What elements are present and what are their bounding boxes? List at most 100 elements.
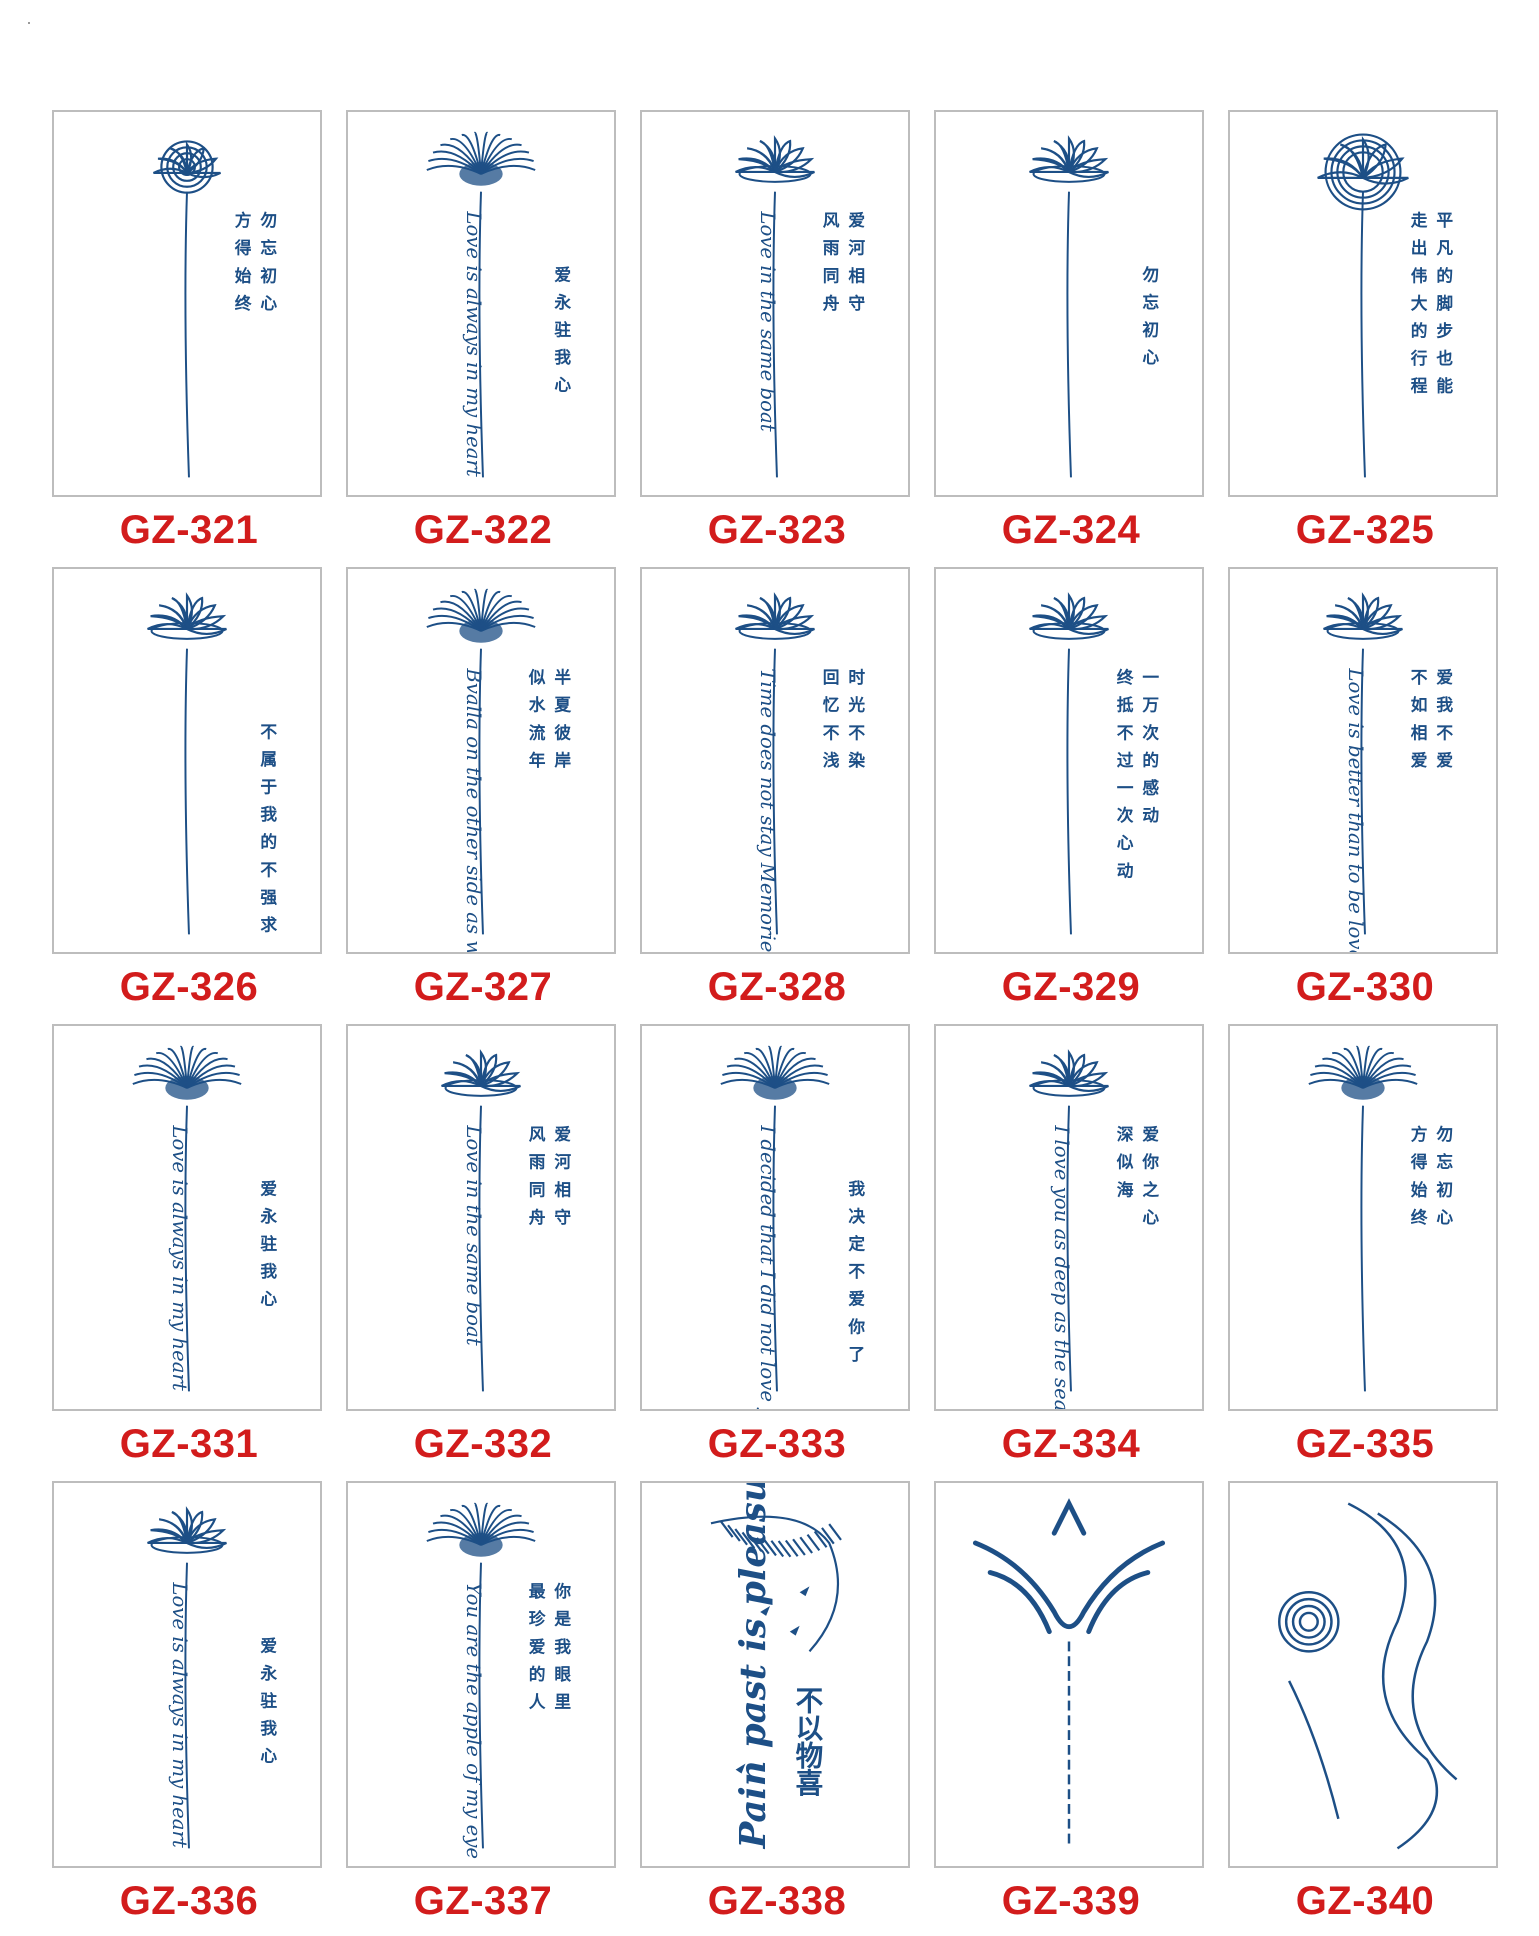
script-text: You are the apple of my eye (462, 1582, 485, 1859)
cjk-char: 你 (553, 1581, 571, 1601)
product-tile[interactable]: Love is always in my heart 爱永驻我心 GZ-336 (52, 1481, 326, 1936)
cjk-char: 动 (1117, 860, 1134, 880)
cjk-char: 不 (796, 1684, 824, 1717)
flower-stem (478, 648, 484, 935)
cjk-char: 驻 (260, 1234, 277, 1254)
flower-stem (1066, 1105, 1072, 1392)
flower-stem (1360, 648, 1366, 935)
cjk-char: 相 (848, 265, 865, 285)
cjk-char: 年 (529, 750, 546, 770)
cjk-char: 一 (1117, 778, 1134, 798)
product-tile[interactable]: 勿忘初心 GZ-324 (934, 110, 1208, 565)
cjk-char: 守 (848, 293, 865, 313)
cjk-char: 海 (1117, 1179, 1134, 1199)
cjk-char: 风 (823, 210, 840, 230)
product-tile[interactable]: GZ-340 (1228, 1481, 1502, 1936)
cjk-char: 得 (1410, 1152, 1428, 1172)
cjk-char: 似 (1116, 1152, 1134, 1172)
cjk-char: 爱 (848, 210, 865, 230)
script-text: Love is better than to be loved (1344, 667, 1367, 952)
cjk-char: 相 (1411, 722, 1428, 742)
cjk-char: 万 (1141, 695, 1159, 715)
cjk-char: 不 (823, 722, 840, 742)
cjk-char: 爱 (260, 1635, 277, 1655)
cjk-char: 河 (848, 238, 865, 258)
product-tile[interactable]: Love in the same boat 爱河相守 风雨同舟 GZ-323 (640, 110, 914, 565)
cjk-char: 岸 (554, 750, 571, 770)
cjk-char: 相 (554, 1179, 571, 1199)
cjk-char: 爱 (554, 264, 571, 284)
cjk-char: 决 (848, 1206, 865, 1226)
product-code: GZ-340 (1295, 1879, 1435, 1923)
cjk-char: 次 (1142, 722, 1159, 742)
product-code: GZ-326 (119, 965, 259, 1009)
cjk-char: 走 (1411, 210, 1428, 230)
product-code: GZ-329 (1001, 965, 1141, 1009)
tattoo-design-image: I love you as deep as the sea 爱你之心 深似海 (934, 1024, 1204, 1411)
tattoo-design-image: 平凡的脚步也能 走出伟大的行程 (1228, 110, 1498, 497)
product-tile[interactable]: Pain past is pleasure 不以物喜 GZ-338 (640, 1481, 914, 1936)
script-text: Time does not stay Memories do not fade (756, 668, 779, 952)
cjk-char: 于 (260, 777, 277, 797)
product-tile[interactable]: Love is always in my heart 爱永驻我心 GZ-331 (52, 1024, 326, 1479)
product-tile[interactable]: I decided that I did not love you 我决定不爱你了… (640, 1024, 914, 1479)
product-tile[interactable]: 勿忘初心 方得始终 GZ-321 (52, 110, 326, 565)
cjk-char: 的 (1411, 321, 1428, 341)
cjk-char: 我 (848, 1178, 865, 1198)
cjk-char: 似 (528, 667, 546, 687)
product-tile[interactable]: Time does not stay Memories do not fade 时… (640, 567, 914, 1022)
product-tile[interactable]: I love you as deep as the sea 爱你之心 深似海 GZ-3… (934, 1024, 1208, 1479)
cjk-char: 永 (553, 292, 571, 312)
flower-stem (1360, 191, 1366, 478)
tattoo-design-image: Love in the same boat 爱河相守 风雨同舟 (640, 110, 910, 497)
cjk-char: 夏 (554, 695, 571, 715)
product-tile[interactable]: 勿忘初心 方得始终 GZ-335 (1228, 1024, 1502, 1479)
cjk-char: 时 (848, 667, 865, 687)
product-tile[interactable]: 不属于我的不强求 GZ-326 (52, 567, 326, 1022)
tattoo-design-image: Love is always in my heart 爱永驻我心 (52, 1481, 322, 1868)
tattoo-artwork: Bvalla on the other side as water passes… (426, 588, 571, 952)
product-tile[interactable]: 平凡的脚步也能 走出伟大的行程 GZ-325 (1228, 110, 1502, 565)
corner-dot (28, 22, 30, 24)
cjk-char: 心 (1117, 833, 1134, 853)
cjk-char: 不 (1436, 722, 1453, 742)
product-tile[interactable]: You are the apple of my eye 你是我眼里 最珍爱的人 GZ-… (346, 1481, 620, 1936)
tattoo-design-image: Love is always in my heart 爱永驻我心 (346, 110, 616, 497)
product-tile[interactable]: GZ-339 (934, 1481, 1208, 1936)
cjk-char: 永 (259, 1663, 277, 1683)
cjk-char: 终 (1411, 1207, 1428, 1227)
cjk-char: 河 (554, 1152, 571, 1172)
cjk-char: 始 (1411, 1179, 1428, 1199)
product-tile[interactable]: Love is better than to be loved 爱我不爱不如相爱 G… (1228, 567, 1502, 1022)
script-text: Pain past is pleasure (733, 1483, 774, 1849)
cjk-char: 你 (1141, 1152, 1159, 1172)
cjk-char: 终 (1117, 667, 1134, 687)
tattoo-design-image: Love in the same boat 爱河相守 风雨同舟 (346, 1024, 616, 1411)
product-code: GZ-336 (119, 1879, 259, 1923)
cjk-char: 我 (554, 347, 571, 367)
product-tile[interactable]: 一万次的感动终抵不过一次心动 GZ-329 (934, 567, 1208, 1022)
cjk-char: 眼 (554, 1664, 571, 1684)
script-text: I love you as deep as the sea (1050, 1124, 1073, 1409)
cjk-char: 你 (847, 1316, 865, 1336)
cjk-char: 次 (1117, 805, 1134, 825)
tattoo-design-image: Time does not stay Memories do not fade 时… (640, 567, 910, 954)
product-tile[interactable]: Love in the same boat 爱河相守 风雨同舟 GZ-332 (346, 1024, 620, 1479)
cjk-char: 浅 (823, 750, 840, 770)
cjk-char: 不 (1411, 667, 1428, 687)
cjk-char: 心 (1142, 347, 1159, 367)
product-tile[interactable]: Love is always in my heart 爱永驻我心 GZ-322 (346, 110, 620, 565)
cjk-char: 大 (1411, 293, 1428, 313)
cjk-char: 我 (260, 804, 277, 824)
cjk-char: 程 (1411, 376, 1428, 396)
product-tile[interactable]: Bvalla on the other side as water passes… (346, 567, 620, 1022)
cjk-char: 我 (260, 1261, 277, 1281)
tattoo-design-image (934, 1481, 1204, 1868)
cjk-char: 舟 (823, 293, 840, 313)
